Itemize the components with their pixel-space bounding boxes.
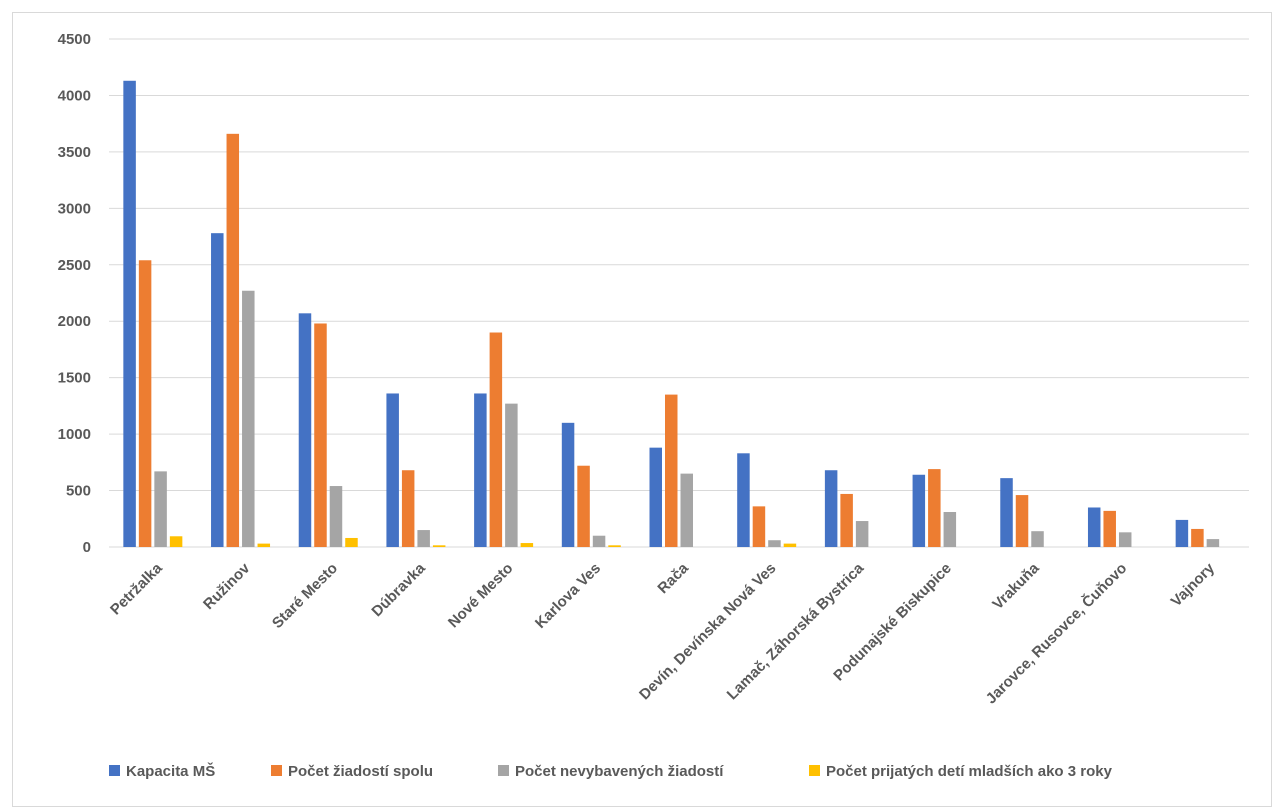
legend-swatch	[809, 765, 820, 776]
y-tick-label: 500	[66, 483, 91, 500]
bar-kapacita-ms-lamac-zahorska-bystrica	[824, 470, 838, 547]
y-tick-label: 2000	[58, 313, 91, 330]
legend: Kapacita MŠ Počet žiadostí spolu Počet nev…	[109, 762, 1113, 780]
x-tick-label: Karlova Ves	[532, 560, 604, 632]
bar-pocet-ziadosti-spolu-lamac-zahorska-bystrica	[840, 493, 853, 547]
bar-kapacita-ms-stare-mesto	[298, 313, 312, 547]
bar-pocet-ziadosti-spolu-jarovce-rusovce-cunovo	[1103, 510, 1116, 547]
bar-pocet-nevybavenych-ziadosti-raca	[680, 473, 693, 547]
x-tick-label: Jarovce, Rusovce, Čuňovo	[982, 559, 1130, 707]
bar-kapacita-ms-jarovce-rusovce-cunovo	[1087, 507, 1101, 547]
bar-pocet-prijatych-deti-mladsich-ako-3-roky-ruzinov	[257, 543, 271, 547]
x-axis-ticks: Petržalka Ružinov Staré Mesto Dúbravka Nové …	[107, 559, 1218, 707]
y-tick-label: 1500	[58, 370, 91, 387]
bar-pocet-ziadosti-spolu-vajnory	[1191, 528, 1204, 547]
bars	[123, 80, 1220, 547]
bar-pocet-nevybavenych-ziadosti-stare-mesto	[329, 486, 343, 547]
bar-kapacita-ms-devin-devinska-nova-ves	[737, 453, 750, 547]
bar-kapacita-ms-karlova-ves	[561, 422, 575, 547]
bar-kapacita-ms-vajnory	[1175, 519, 1189, 547]
bar-pocet-ziadosti-spolu-nove-mesto	[489, 332, 503, 547]
bar-kapacita-ms-podunajske-biskupice	[912, 474, 926, 547]
bar-kapacita-ms-raca	[649, 447, 662, 547]
bar-pocet-ziadosti-spolu-ruzinov	[226, 133, 240, 547]
bar-pocet-ziadosti-spolu-raca	[665, 394, 678, 547]
bar-pocet-nevybavenych-ziadosti-karlova-ves	[592, 535, 606, 547]
bar-pocet-nevybavenych-ziadosti-dubravka	[417, 530, 430, 547]
bar-pocet-nevybavenych-ziadosti-vrakuna	[1031, 531, 1044, 547]
bar-pocet-ziadosti-spolu-devin-devinska-nova-ves	[752, 506, 766, 547]
bar-pocet-nevybavenych-ziadosti-ruzinov	[242, 290, 255, 547]
legend-label: Kapacita MŠ	[126, 762, 215, 780]
y-tick-label: 4000	[58, 87, 91, 104]
y-tick-label: 1000	[58, 426, 91, 443]
bar-pocet-nevybavenych-ziadosti-petrzalka	[154, 471, 167, 547]
bar-pocet-prijatych-deti-mladsich-ako-3-roky-karlova-ves	[608, 545, 621, 547]
x-tick-label: Staré Mesto	[269, 560, 341, 632]
bar-pocet-nevybavenych-ziadosti-vajnory	[1206, 539, 1220, 547]
legend-swatch	[109, 765, 120, 776]
bar-pocet-nevybavenych-ziadosti-nove-mesto	[505, 403, 518, 547]
bar-kapacita-ms-vrakuna	[1000, 478, 1013, 547]
bar-pocet-ziadosti-spolu-dubravka	[401, 470, 415, 547]
bar-pocet-ziadosti-spolu-stare-mesto	[314, 323, 327, 547]
bar-pocet-prijatych-deti-mladsich-ako-3-roky-devin-devinska-nova-ves	[783, 543, 797, 547]
chart-frame: 0 500 1000 1500 2000 2500 3000 3500 4000 4500 Pet…	[12, 12, 1272, 807]
bar-kapacita-ms-ruzinov	[211, 233, 224, 547]
x-tick-label: Nové Mesto	[445, 560, 517, 632]
y-tick-label: 3000	[58, 200, 91, 217]
bar-pocet-ziadosti-spolu-karlova-ves	[577, 465, 590, 547]
x-tick-label: Ružinov	[200, 559, 254, 613]
x-tick-label: Vrakuňa	[989, 559, 1043, 613]
bar-pocet-prijatych-deti-mladsich-ako-3-roky-petrzalka	[169, 536, 183, 547]
x-tick-label: Petržalka	[107, 559, 166, 618]
x-tick-label: Rača	[654, 559, 692, 597]
legend-label: Počet žiadostí spolu	[288, 763, 433, 780]
legend-label: Počet nevybavených žiadostí	[515, 763, 724, 780]
x-tick-label: Dúbravka	[368, 559, 429, 620]
bar-pocet-ziadosti-spolu-petrzalka	[138, 260, 152, 547]
bar-pocet-prijatych-deti-mladsich-ako-3-roky-stare-mesto	[345, 537, 358, 547]
bar-pocet-nevybavenych-ziadosti-podunajske-biskupice	[943, 512, 957, 547]
bar-kapacita-ms-dubravka	[386, 393, 399, 547]
bar-pocet-prijatych-deti-mladsich-ako-3-roky-dubravka	[432, 545, 446, 547]
legend-swatch	[271, 765, 282, 776]
bar-kapacita-ms-petrzalka	[123, 80, 136, 547]
y-tick-label: 4500	[58, 31, 91, 48]
bar-pocet-prijatych-deti-mladsich-ako-3-roky-nove-mesto	[520, 543, 534, 547]
bar-pocet-nevybavenych-ziadosti-devin-devinska-nova-ves	[768, 540, 781, 547]
legend-label: Počet prijatých detí mladších ako 3 roky	[826, 763, 1113, 780]
bar-pocet-ziadosti-spolu-vrakuna	[1015, 495, 1029, 547]
bar-kapacita-ms-nove-mesto	[474, 393, 487, 547]
gridlines	[109, 38, 1249, 548]
y-axis-ticks: 0 500 1000 1500 2000 2500 3000 3500 4000 4500	[58, 31, 91, 556]
bar-pocet-nevybavenych-ziadosti-lamac-zahorska-bystrica	[855, 521, 869, 547]
x-tick-label: Vajnory	[1168, 559, 1219, 610]
bar-pocet-nevybavenych-ziadosti-jarovce-rusovce-cunovo	[1118, 532, 1132, 547]
bar-pocet-ziadosti-spolu-podunajske-biskupice	[928, 469, 941, 547]
y-tick-label: 3500	[58, 144, 91, 161]
y-tick-label: 0	[83, 539, 91, 556]
y-tick-label: 2500	[58, 257, 91, 274]
legend-swatch	[498, 765, 509, 776]
bar-chart: 0 500 1000 1500 2000 2500 3000 3500 4000 4500 Pet…	[58, 31, 1249, 780]
